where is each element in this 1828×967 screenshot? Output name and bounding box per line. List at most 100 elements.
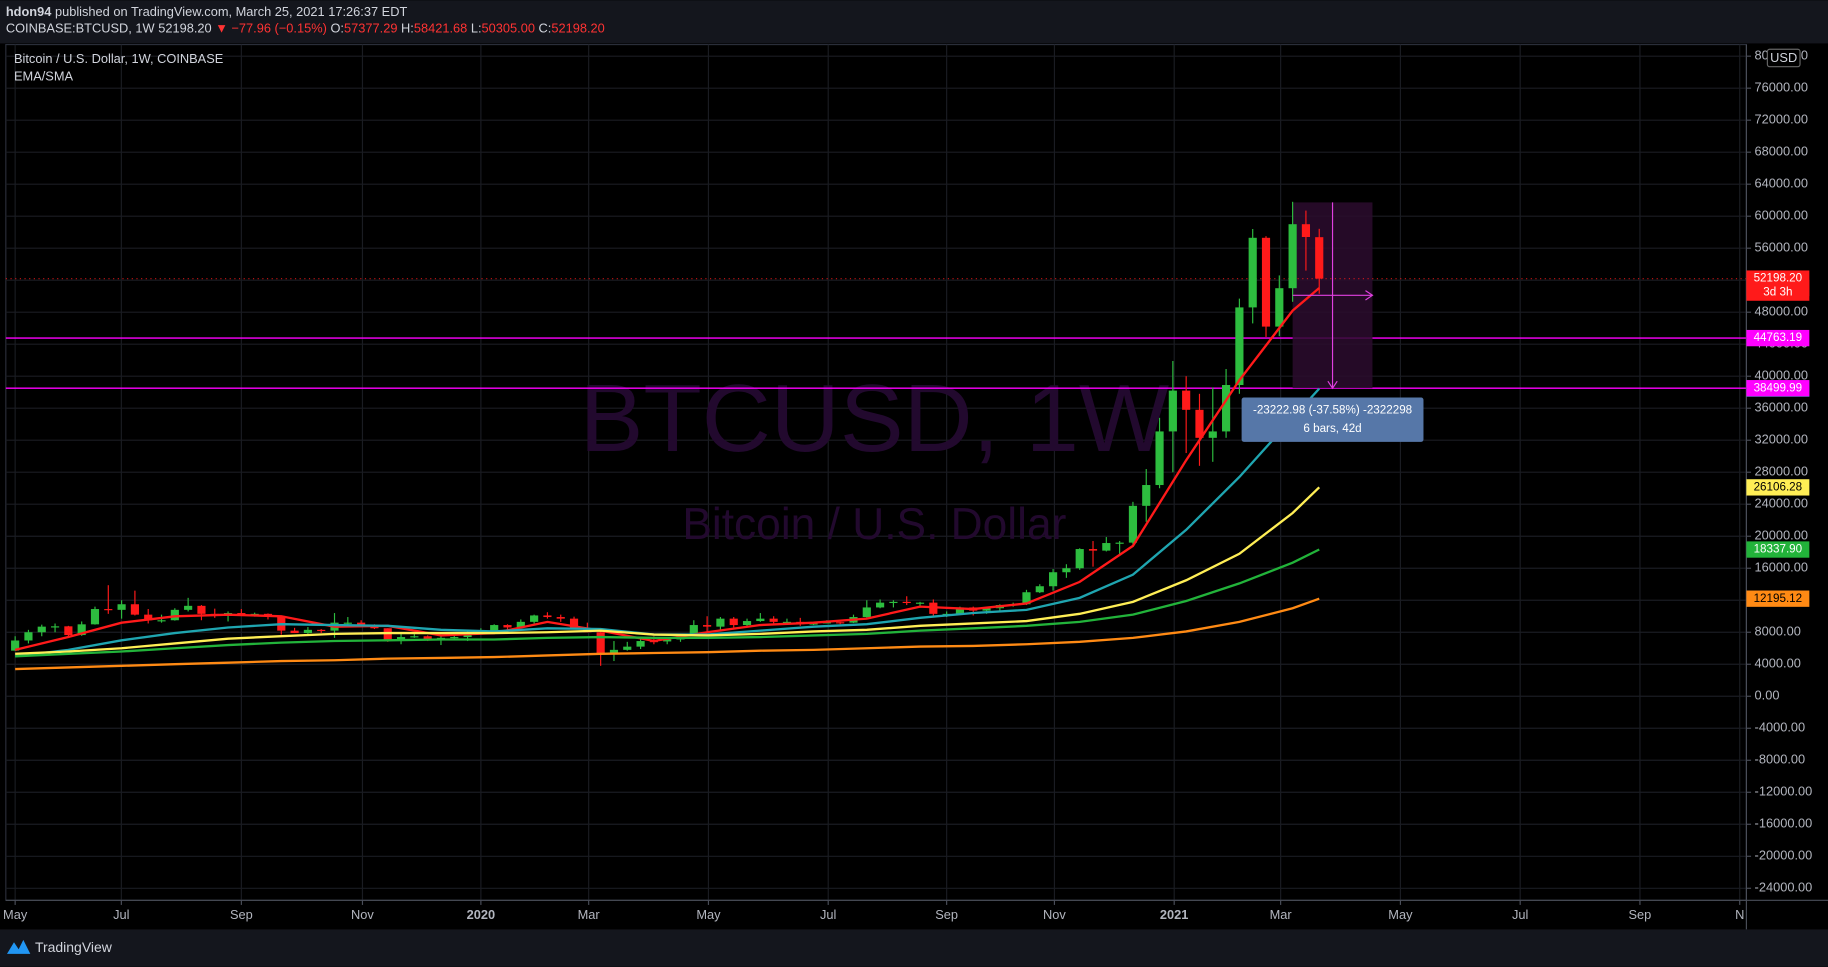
candle-body xyxy=(490,625,499,632)
candle-body xyxy=(1062,568,1071,573)
candle-body xyxy=(623,646,632,650)
y-tick-label: 8000.00 xyxy=(1755,624,1801,639)
indicator-label[interactable]: EMA/SMA xyxy=(14,69,74,84)
y-tick-label: 32000.00 xyxy=(1755,432,1808,447)
symbol: COINBASE:BTCUSD, 1W xyxy=(6,21,156,36)
x-tick-label: May xyxy=(696,907,721,922)
ohlc-key: L: xyxy=(471,21,482,36)
logo xyxy=(6,939,31,954)
candle-body xyxy=(1315,237,1324,279)
currency-badge[interactable] xyxy=(1766,48,1801,68)
candle-body xyxy=(383,628,392,641)
y-tick-label: -24000.00 xyxy=(1755,880,1813,895)
candle-body xyxy=(1301,224,1311,237)
arrow-head xyxy=(1327,380,1338,390)
last-price-label: 52198.20 xyxy=(1754,272,1803,285)
candle-body xyxy=(862,607,871,618)
y-tick-label: -8000.00 xyxy=(1755,752,1806,767)
x-tick-label: May xyxy=(3,907,28,922)
candle-body xyxy=(756,618,765,622)
x-tick-label: Nov xyxy=(1043,907,1066,922)
y-tick-label: 20000.00 xyxy=(1755,528,1808,543)
candle-body xyxy=(1195,409,1204,438)
user[interactable]: hdon94 xyxy=(6,4,52,19)
candle-body xyxy=(184,605,193,610)
header-line: hdon94 published on TradingView.com, Mar… xyxy=(6,4,408,19)
candle-body xyxy=(876,602,885,608)
currency: USD xyxy=(1770,50,1797,65)
hline-tag-label: 44763.19 xyxy=(1754,331,1803,344)
candle-body xyxy=(1049,572,1058,587)
ma-tag xyxy=(1746,541,1810,558)
candle-body xyxy=(703,625,712,627)
y-tick-label: 28000.00 xyxy=(1755,464,1808,479)
candle-body xyxy=(410,636,419,638)
x-tick-label: Mar xyxy=(578,907,601,922)
x-tick-label: 2020 xyxy=(467,907,496,922)
hline-tag-label: 38499.99 xyxy=(1754,381,1803,394)
candle-body xyxy=(1261,237,1271,327)
candle-body xyxy=(37,626,46,633)
candle-body xyxy=(716,618,725,627)
change: ▼ −77.96 (−0.15%) xyxy=(215,21,327,36)
candle-body xyxy=(596,632,605,654)
y-tick-label: 16000.00 xyxy=(1755,560,1808,575)
ohlc-value: 57377.29 xyxy=(344,21,397,36)
candle-body xyxy=(1022,592,1031,605)
y-tick-label: 0.00 xyxy=(1755,688,1780,703)
x-tick-label: Nov xyxy=(351,907,374,922)
candle-body xyxy=(1275,288,1284,327)
x-tick-label: Sep xyxy=(935,907,958,922)
ohlc-value: 52198.20 xyxy=(551,21,604,36)
ohlc-value: 58421.68 xyxy=(414,21,467,36)
candle-body xyxy=(1248,237,1257,308)
candle-body xyxy=(237,613,246,615)
x-tick-label: N xyxy=(1735,907,1744,922)
candle-body xyxy=(197,605,206,614)
candle-body xyxy=(170,609,179,621)
y-tick-label: 4000.00 xyxy=(1755,656,1801,671)
hline-tag xyxy=(1746,380,1810,397)
candle-body xyxy=(144,614,153,621)
ohlc-key: O: xyxy=(330,21,344,36)
y-tick-label: 40000.00 xyxy=(1755,368,1808,383)
moving-average xyxy=(15,597,1320,671)
y-tick-label: 24000.00 xyxy=(1755,496,1808,511)
candle-body xyxy=(77,624,86,636)
plot: -23222.98 (-37.58%) -2322298 6 bars, 42d xyxy=(5,201,1747,671)
candle-body xyxy=(836,622,845,624)
candle-body xyxy=(1235,307,1244,386)
grid xyxy=(5,44,1747,901)
candle-body xyxy=(423,636,432,640)
watermark-name: Bitcoin / U.S. Dollar xyxy=(682,500,1066,549)
candle-body xyxy=(689,625,698,635)
y-tick-label: 36000.00 xyxy=(1755,400,1808,415)
candle-body xyxy=(24,632,33,641)
candle-body xyxy=(303,629,312,634)
published: published on TradingView.com, March 25, … xyxy=(55,4,407,19)
brand[interactable]: TradingView xyxy=(35,939,113,955)
candle-body xyxy=(1288,224,1297,289)
ma-tag xyxy=(1746,590,1810,607)
ohlc-key: C: xyxy=(539,21,552,36)
candle-body xyxy=(1102,543,1111,551)
y-tick-label: -16000.00 xyxy=(1755,816,1813,831)
y-tick-label: 48000.00 xyxy=(1755,304,1808,319)
candle-body xyxy=(663,639,672,642)
candle-body xyxy=(742,621,752,626)
arrow-head xyxy=(1365,290,1374,301)
candle-body xyxy=(556,617,565,619)
last: 52198.20 xyxy=(158,21,211,36)
candle-body xyxy=(11,640,20,651)
candle-body xyxy=(450,637,459,639)
axes: 80000.0076000.0072000.0068000.0064000.00… xyxy=(3,48,1812,922)
y-tick-label: -20000.00 xyxy=(1755,848,1813,863)
candle-body xyxy=(729,618,738,626)
candle-body xyxy=(317,629,326,632)
candle-body xyxy=(1208,431,1217,438)
y-tick-label: 68000.00 xyxy=(1755,144,1808,159)
candle-body xyxy=(609,649,619,654)
candle-body xyxy=(1035,586,1044,593)
candle-body xyxy=(64,626,73,636)
